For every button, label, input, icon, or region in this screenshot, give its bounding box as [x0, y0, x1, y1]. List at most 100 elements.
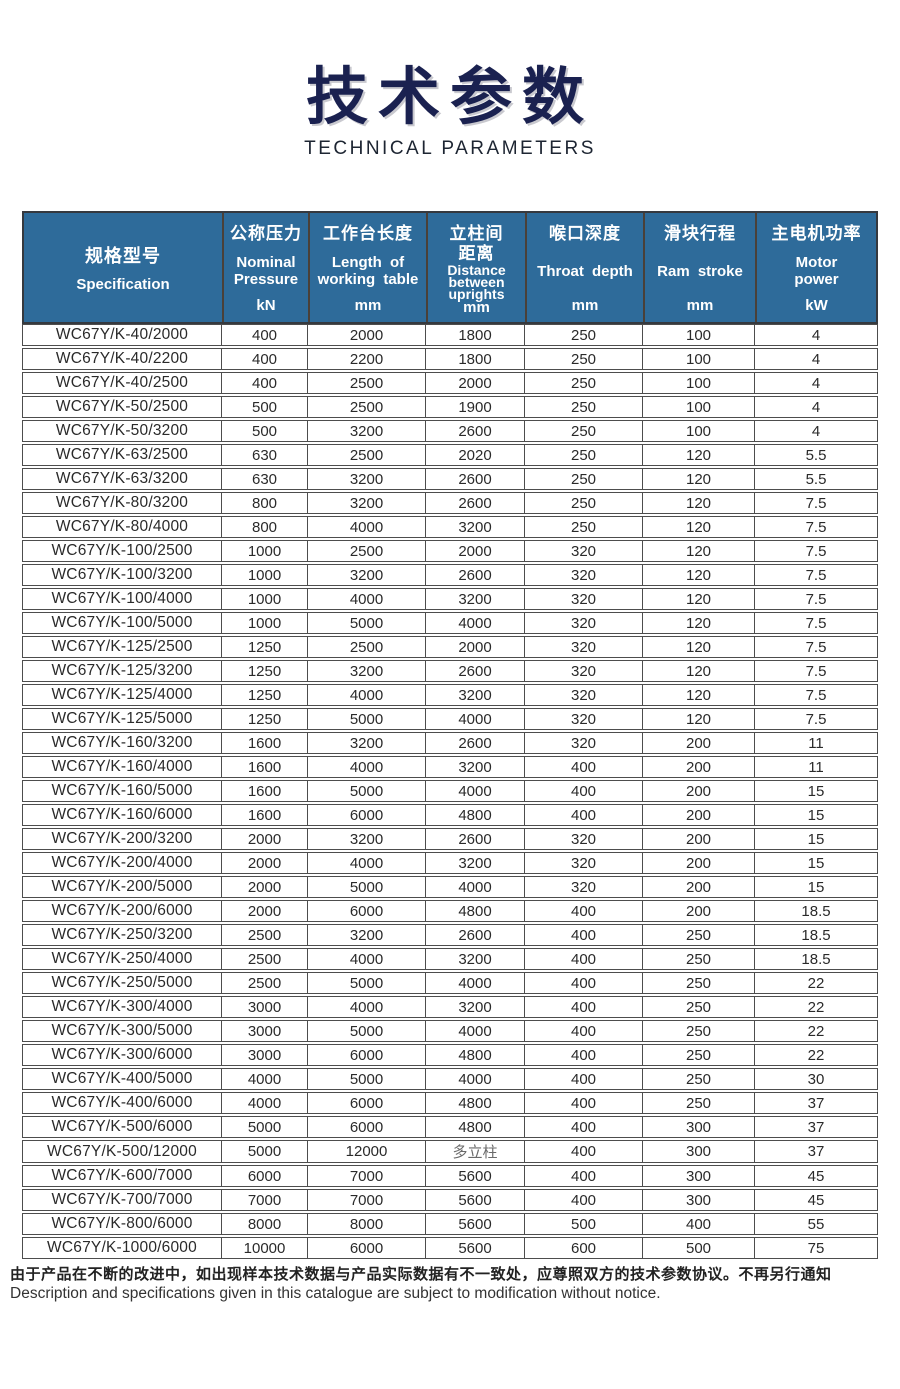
table-row: WC67Y/K-400/5000 4000 5000 4000 400 250 30 [22, 1068, 878, 1090]
page-subtitle: TECHNICAL PARAMETERS [304, 138, 596, 159]
table-row: WC67Y/K-300/6000 3000 6000 4800 400 250 22 [22, 1044, 878, 1066]
model-cell: WC67Y/K-300/4000 [22, 996, 222, 1018]
value-cell: 4000 [308, 948, 426, 970]
header-ram-stroke: 滑块行程 Ram stroke mm [645, 213, 757, 322]
model-cell: WC67Y/K-700/7000 [22, 1189, 222, 1211]
value-cell: 5600 [426, 1213, 525, 1235]
table-row: WC67Y/K-700/7000 7000 7000 5600 400 300 45 [22, 1189, 878, 1211]
table-row: WC67Y/K-160/6000 1600 6000 4800 400 200 15 [22, 804, 878, 826]
table-row: WC67Y/K-125/5000 1250 5000 4000 320 120 7.5 [22, 708, 878, 730]
model-cell: WC67Y/K-125/2500 [22, 636, 222, 658]
value-cell: 2020 [426, 444, 525, 466]
value-cell: 2500 [222, 972, 308, 994]
value-cell: 250 [525, 348, 643, 370]
value-cell: 6000 [222, 1165, 308, 1187]
table-row: WC67Y/K-160/3200 1600 3200 2600 320 200 11 [22, 732, 878, 754]
value-cell: 7.5 [755, 540, 878, 562]
model-cell: WC67Y/K-125/4000 [22, 684, 222, 706]
table-row: WC67Y/K-200/3200 2000 3200 2600 320 200 15 [22, 828, 878, 850]
value-cell: 1600 [222, 756, 308, 778]
value-cell: 37 [755, 1092, 878, 1114]
value-cell: 2000 [222, 828, 308, 850]
value-cell: 2600 [426, 732, 525, 754]
value-cell: 4800 [426, 900, 525, 922]
value-cell: 120 [643, 660, 755, 682]
value-cell: 5000 [308, 1068, 426, 1090]
value-cell: 320 [525, 660, 643, 682]
value-cell: 320 [525, 732, 643, 754]
value-cell: 4000 [426, 1020, 525, 1042]
header-zh-label: 主电机功率 [771, 224, 862, 243]
model-cell: WC67Y/K-400/6000 [22, 1092, 222, 1114]
header-en-label: between [448, 274, 505, 290]
header-en-label: Ram stroke [657, 262, 743, 280]
table-row: WC67Y/K-300/5000 3000 5000 4000 400 250 22 [22, 1020, 878, 1042]
table-row: WC67Y/K-80/3200 800 3200 2600 250 120 7.5 [22, 492, 878, 514]
value-cell: 5600 [426, 1189, 525, 1211]
value-cell: 2500 [222, 924, 308, 946]
header-unit-label: mm [463, 299, 490, 316]
header-zh-label: 喉口深度 [549, 224, 621, 243]
value-cell: 100 [643, 372, 755, 394]
value-cell: 5600 [426, 1237, 525, 1259]
value-cell: 800 [222, 516, 308, 538]
value-cell: 3000 [222, 996, 308, 1018]
value-cell: 7.5 [755, 588, 878, 610]
value-cell: 22 [755, 1020, 878, 1042]
value-cell: 4000 [308, 996, 426, 1018]
table-row: WC67Y/K-40/2000 400 2000 1800 250 100 4 [22, 324, 878, 346]
model-cell: WC67Y/K-300/6000 [22, 1044, 222, 1066]
value-cell: 200 [643, 732, 755, 754]
value-cell: 4000 [426, 708, 525, 730]
spec-table: 规格型号 Specification 公称压力 Nominal Pressure… [22, 211, 878, 1261]
value-cell: 2600 [426, 492, 525, 514]
value-cell: 7.5 [755, 564, 878, 586]
value-cell: 200 [643, 828, 755, 850]
value-cell: 7.5 [755, 612, 878, 634]
header-en-label: Distance [447, 262, 506, 278]
model-cell: WC67Y/K-500/12000 [22, 1140, 222, 1163]
value-cell: 1250 [222, 708, 308, 730]
model-cell: WC67Y/K-100/4000 [22, 588, 222, 610]
value-cell: 400 [525, 804, 643, 826]
value-cell: 250 [643, 948, 755, 970]
value-cell: 4 [755, 372, 878, 394]
value-cell: 500 [222, 420, 308, 442]
value-cell: 400 [525, 900, 643, 922]
value-cell: 250 [643, 1092, 755, 1114]
value-cell: 2000 [222, 852, 308, 874]
value-cell: 7.5 [755, 708, 878, 730]
value-cell: 2000 [426, 636, 525, 658]
table-row: WC67Y/K-400/6000 4000 6000 4800 400 250 37 [22, 1092, 878, 1114]
value-cell: 400 [222, 372, 308, 394]
value-cell: 400 [525, 1068, 643, 1090]
value-cell: 120 [643, 564, 755, 586]
header-unit-label: mm [571, 297, 599, 314]
value-cell: 200 [643, 804, 755, 826]
table-row: WC67Y/K-160/5000 1600 5000 4000 400 200 15 [22, 780, 878, 802]
value-cell: 4 [755, 324, 878, 346]
value-cell: 2600 [426, 828, 525, 850]
value-cell: 400 [525, 1140, 643, 1163]
value-cell: 4000 [426, 780, 525, 802]
value-cell: 200 [643, 780, 755, 802]
header-en-block: Nominal Pressure [234, 254, 298, 288]
table-row: WC67Y/K-250/3200 2500 3200 2600 400 250 18.5 [22, 924, 878, 946]
value-cell: 2600 [426, 924, 525, 946]
value-cell: 3200 [426, 684, 525, 706]
value-cell: 250 [643, 1068, 755, 1090]
value-cell: 4000 [426, 612, 525, 634]
value-cell: 2500 [308, 540, 426, 562]
value-cell: 400 [525, 1165, 643, 1187]
value-cell: 100 [643, 420, 755, 442]
value-cell: 1600 [222, 804, 308, 826]
value-cell: 4000 [308, 852, 426, 874]
value-cell: 250 [525, 516, 643, 538]
model-cell: WC67Y/K-50/3200 [22, 420, 222, 442]
model-cell: WC67Y/K-100/3200 [22, 564, 222, 586]
value-cell: 1600 [222, 732, 308, 754]
value-cell: 320 [525, 708, 643, 730]
value-cell: 400 [222, 324, 308, 346]
value-cell: 6000 [308, 1116, 426, 1138]
value-cell: 250 [643, 972, 755, 994]
